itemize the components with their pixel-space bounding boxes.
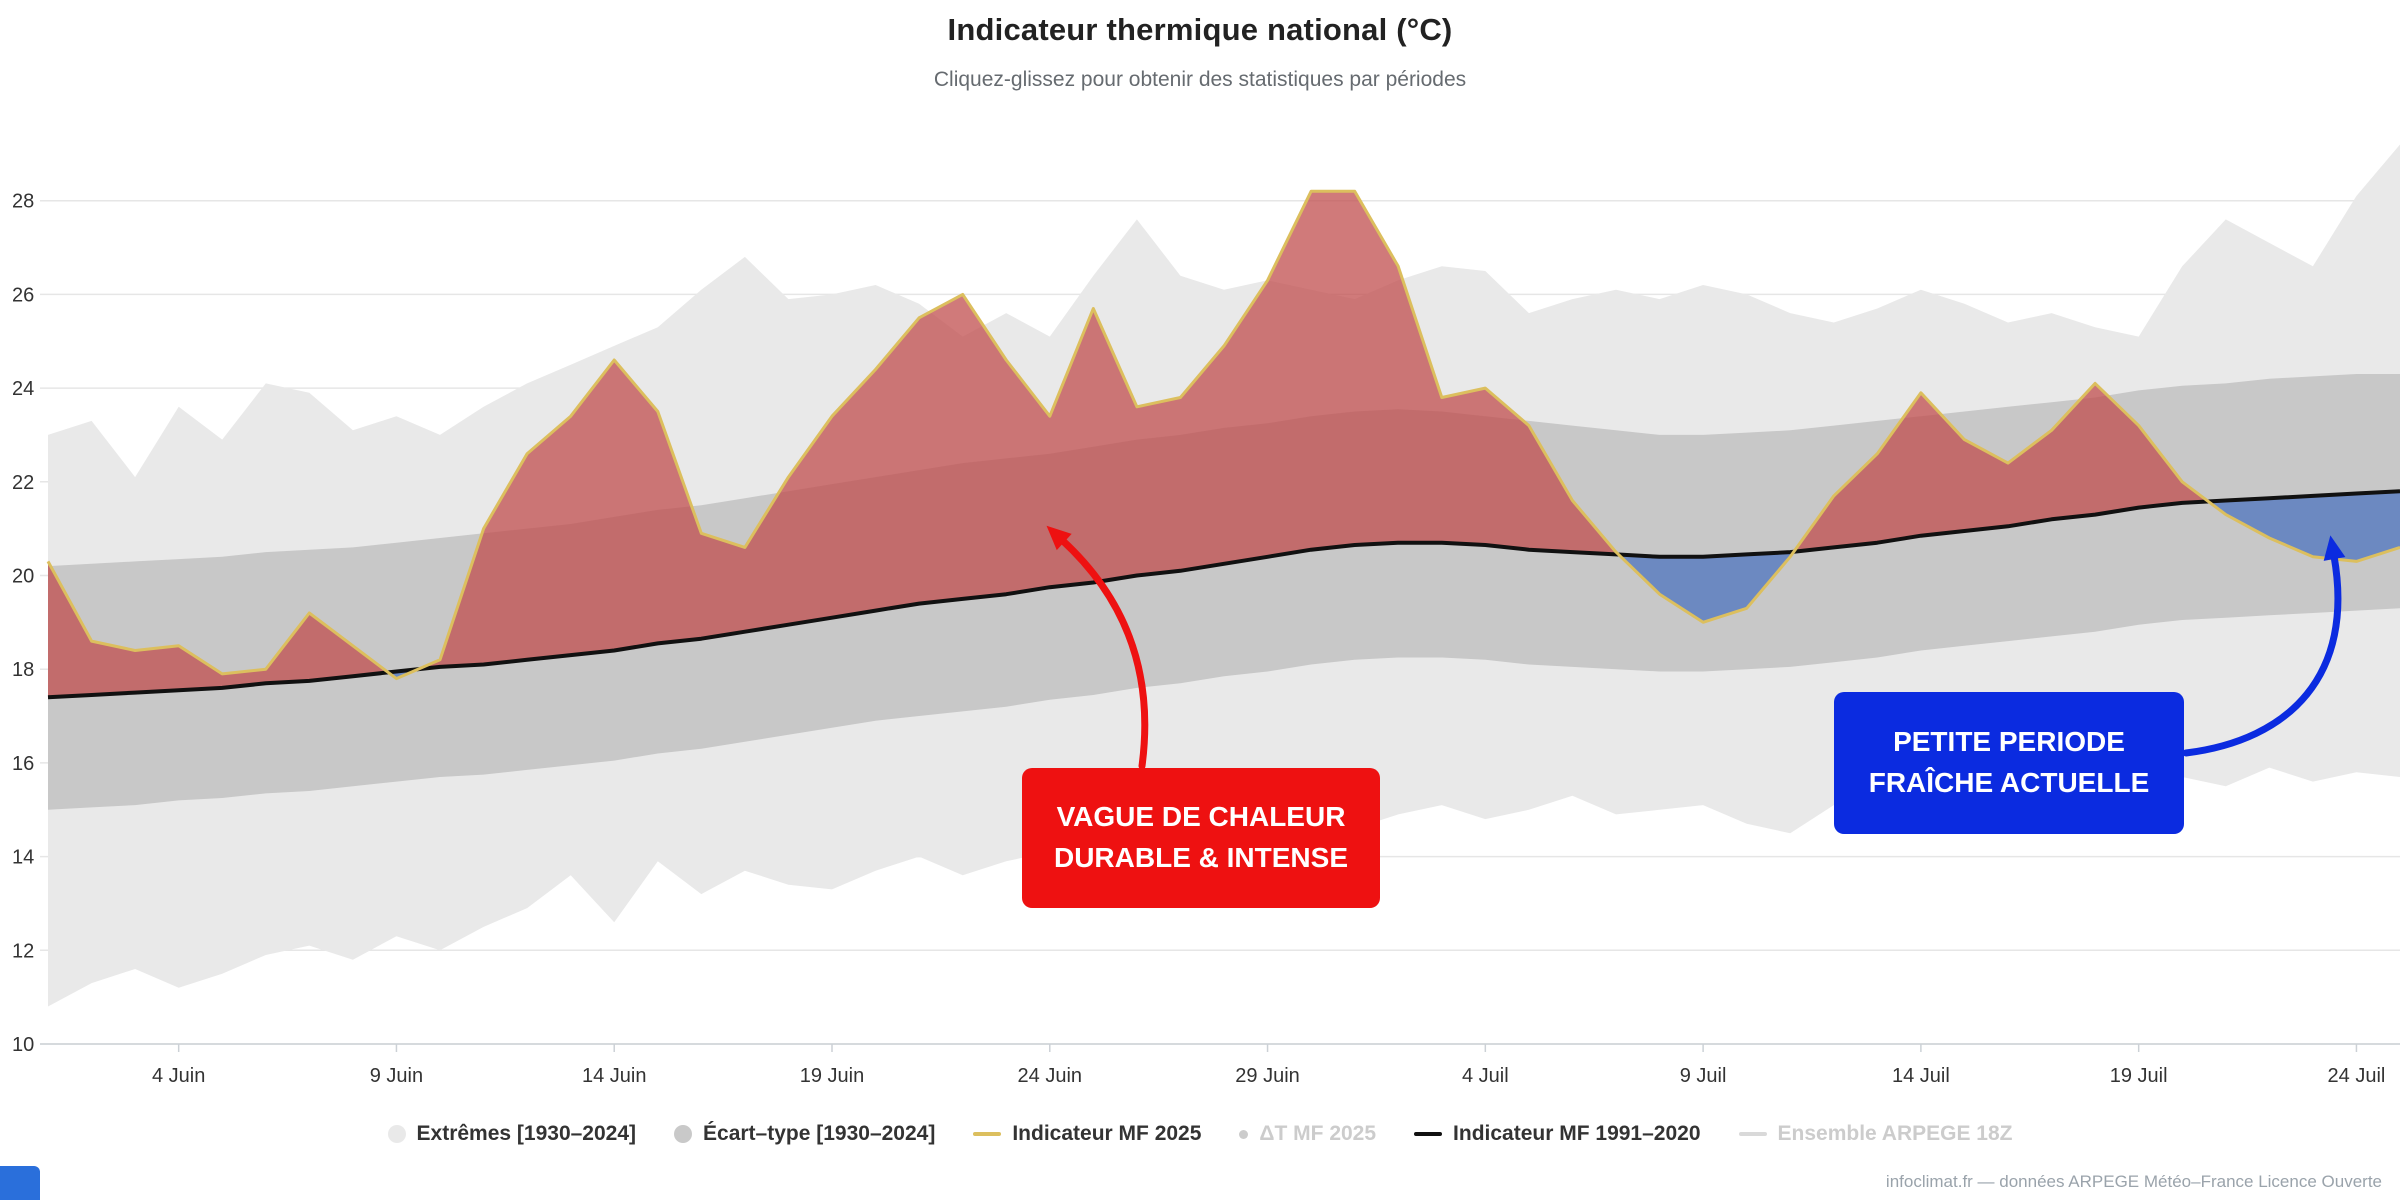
legend-item-extremes[interactable]: Extrêmes [1930–2024] bbox=[387, 1122, 637, 1146]
std-dev-band bbox=[48, 374, 2400, 810]
legend-label-ecart-type: Écart–type [1930–2024] bbox=[703, 1122, 936, 1145]
legend-label-indicateur-1991-2020: Indicateur MF 1991–2020 bbox=[1453, 1122, 1701, 1145]
legend-item-ensemble-arpege[interactable]: Ensemble ARPEGE 18Z bbox=[1738, 1122, 2013, 1146]
x-tick-label: 4 Juin bbox=[152, 1065, 205, 1087]
heat-annotation-line1: VAGUE DE CHALEUR bbox=[1056, 801, 1346, 833]
x-axis-labels: 4 Juin 9 Juin 14 Juin 19 Juin 24 Juin 29 Juin… bbox=[152, 1044, 2385, 1087]
legend-item-indicateur-1991-2020[interactable]: Indicateur MF 1991–2020 bbox=[1414, 1122, 1701, 1146]
indicateur-1991-2020-swatch-icon bbox=[1414, 1132, 1443, 1136]
legend-label-ensemble-arpege: Ensemble ARPEGE 18Z bbox=[1777, 1122, 2013, 1145]
x-tick-label: 29 Juin bbox=[1235, 1065, 1300, 1087]
x-tick-label: 19 Juil bbox=[2110, 1065, 2168, 1087]
ensemble-arpege-swatch-icon bbox=[1738, 1132, 1767, 1136]
normal-1991-2020-line bbox=[47, 489, 2400, 700]
chart-legend: Extrêmes [1930–2024] Écart–type [1930–20… bbox=[0, 1122, 2400, 1146]
extremes-swatch-icon bbox=[387, 1125, 406, 1143]
y-tick-label: 22 bbox=[12, 472, 34, 494]
corner-widget[interactable] bbox=[0, 1166, 40, 1200]
legend-item-indicateur-2025[interactable]: Indicateur MF 2025 bbox=[973, 1122, 1201, 1146]
chart-subtitle: Cliquez-glissez pour obtenir des statist… bbox=[933, 68, 1467, 91]
cool-annotation: PETITE PERIODE FRAÎCHE ACTUELLE bbox=[1834, 692, 2184, 834]
page-title: Indicateur thermique national (°C) bbox=[947, 12, 1453, 47]
y-tick-label: 16 bbox=[12, 753, 34, 775]
cool-annotation-line1: PETITE PERIODE bbox=[1893, 726, 2125, 758]
x-tick-label: 19 Juin bbox=[800, 1065, 865, 1087]
x-tick-label: 24 Juil bbox=[2328, 1065, 2386, 1087]
legend-item-delta-t-2025[interactable]: ΔT MF 2025 bbox=[1239, 1122, 1376, 1146]
y-tick-label: 12 bbox=[12, 940, 34, 962]
y-tick-label: 18 bbox=[12, 659, 34, 681]
x-tick-label: 9 Juin bbox=[370, 1065, 423, 1087]
legend-label-indicateur-2025: Indicateur MF 2025 bbox=[1012, 1122, 1202, 1145]
delta-t-swatch-icon bbox=[1239, 1129, 1249, 1139]
cool-annotation-arrow bbox=[2182, 535, 2346, 757]
y-tick-label: 24 bbox=[12, 378, 34, 400]
x-tick-label: 4 Juil bbox=[1462, 1065, 1509, 1087]
indicateur-2025-swatch-icon bbox=[973, 1132, 1002, 1136]
ecart-type-swatch-icon bbox=[674, 1125, 693, 1143]
y-tick-label: 10 bbox=[12, 1034, 34, 1056]
cool-annotation-line2: FRAÎCHE ACTUELLE bbox=[1868, 767, 2150, 798]
heat-annotation-arrow bbox=[1046, 525, 1149, 770]
heat-annotation: VAGUE DE CHALEUR DURABLE & INTENSE bbox=[1022, 768, 1380, 908]
y-tick-label: 14 bbox=[12, 847, 34, 869]
x-tick-label: 24 Juin bbox=[1018, 1065, 1083, 1087]
indicator-2025-line bbox=[46, 189, 2400, 681]
legend-label-extremes: Extrêmes [1930–2024] bbox=[416, 1122, 637, 1145]
heat-annotation-line2: DURABLE & INTENSE bbox=[1053, 842, 1348, 873]
y-tick-label: 28 bbox=[12, 191, 34, 213]
x-tick-label: 14 Juin bbox=[582, 1065, 647, 1087]
y-axis-labels: 10 12 14 16 18 20 22 24 26 28 bbox=[12, 191, 34, 1056]
x-tick-label: 14 Juil bbox=[1892, 1065, 1950, 1087]
x-tick-label: 9 Juil bbox=[1680, 1065, 1727, 1087]
series-area bbox=[46, 144, 2400, 1007]
y-tick-label: 26 bbox=[12, 284, 34, 306]
y-tick-label: 20 bbox=[12, 566, 34, 588]
warm-anomaly-area bbox=[48, 191, 2400, 698]
legend-label-delta-t-2025: ΔT MF 2025 bbox=[1259, 1122, 1377, 1145]
legend-item-ecart-type[interactable]: Écart–type [1930–2024] bbox=[674, 1122, 935, 1146]
data-credit: infoclimat.fr — données ARPEGE Météo–Fra… bbox=[1885, 1172, 2382, 1191]
